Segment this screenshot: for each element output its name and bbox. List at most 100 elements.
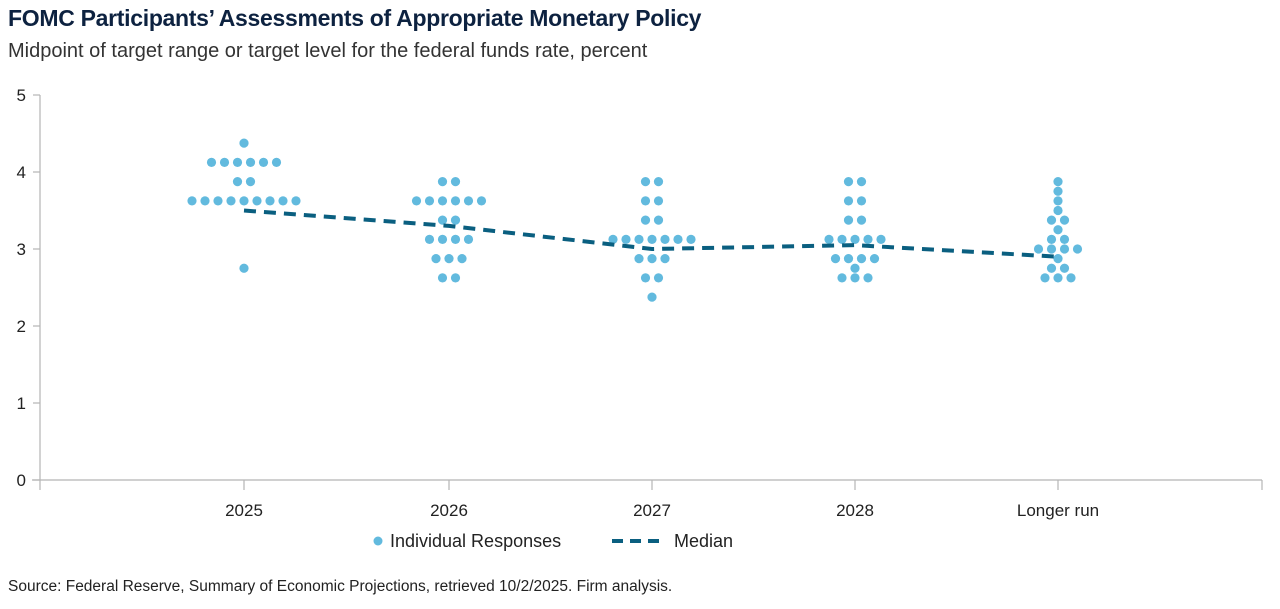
individual-response-dot — [1046, 263, 1057, 273]
individual-response-dot — [686, 234, 696, 244]
individual-response-dot — [660, 254, 670, 264]
y-tick-label: 3 — [17, 240, 26, 259]
individual-response-dot — [437, 215, 448, 225]
individual-response-dot — [1059, 263, 1070, 273]
individual-response-dot — [476, 196, 487, 206]
individual-response-dot — [206, 157, 217, 167]
individual-response-dot — [830, 254, 841, 264]
individual-response-dot — [258, 157, 269, 167]
individual-response-dot — [245, 157, 256, 167]
legend-label-median: Median — [674, 531, 733, 551]
y-tick-label: 0 — [17, 471, 26, 490]
individual-response-dot — [640, 273, 651, 283]
individual-response-dot — [232, 157, 243, 167]
y-tick-label: 4 — [17, 163, 26, 182]
individual-response-dot — [653, 177, 664, 187]
individual-response-dot — [450, 273, 461, 283]
individual-response-dot — [239, 196, 249, 206]
individual-response-dot — [437, 273, 448, 283]
individual-response-dot — [850, 234, 860, 244]
individual-response-dot — [291, 196, 301, 206]
individual-response-dot — [640, 215, 651, 225]
y-tick-label: 5 — [17, 86, 26, 105]
individual-response-dot — [856, 254, 867, 264]
individual-response-dot — [437, 234, 448, 244]
individual-response-dot — [640, 177, 651, 187]
individual-response-dot — [278, 196, 288, 206]
x-tick-label: Longer run — [1017, 501, 1099, 520]
axes: 0 1 2 3 4 5 2025 2026 2027 2028 Longer run — [17, 86, 1263, 520]
individual-response-dot — [1046, 234, 1057, 244]
individual-response-dot — [843, 196, 854, 206]
individual-response-dot — [608, 234, 618, 244]
individual-response-dot — [219, 157, 230, 167]
individual-response-dot — [187, 196, 197, 206]
individual-response-dot — [634, 254, 644, 264]
individual-response-dot — [1053, 254, 1063, 264]
individual-response-dot — [444, 254, 454, 264]
y-tick-label: 1 — [17, 394, 26, 413]
individual-response-dot — [424, 234, 435, 244]
individual-response-dot — [252, 196, 262, 206]
individual-response-dot — [863, 273, 873, 283]
individual-response-dot — [1053, 196, 1063, 206]
individual-response-dot — [239, 138, 249, 148]
individual-response-dot — [232, 177, 243, 187]
individual-response-dot — [850, 263, 860, 273]
individual-response-dot — [1046, 244, 1057, 254]
individual-response-dot — [843, 177, 854, 187]
individual-response-dot — [431, 254, 441, 264]
individual-response-dot — [437, 177, 448, 187]
x-tick-label: 2027 — [633, 501, 671, 520]
individual-response-dot — [653, 215, 664, 225]
individual-response-dot — [450, 196, 461, 206]
individual-response-dot — [647, 254, 657, 264]
individual-response-dot — [1033, 244, 1044, 254]
individual-response-dot — [1053, 205, 1063, 216]
individual-response-dot — [1053, 225, 1063, 235]
legend-dot-marker — [373, 536, 383, 546]
individual-response-dot — [850, 273, 860, 283]
individual-response-dot — [843, 215, 854, 225]
individual-response-dot — [411, 196, 422, 206]
individual-response-dot — [856, 196, 867, 206]
individual-response-dot — [245, 177, 256, 187]
individual-response-dot — [863, 234, 873, 244]
individual-response-dot — [271, 157, 282, 167]
individual-response-dot — [226, 196, 236, 206]
individual-response-dot — [1059, 215, 1070, 225]
individual-response-dot — [213, 196, 223, 206]
individual-response-dot — [1053, 186, 1063, 196]
individual-response-dot — [660, 234, 670, 244]
x-tick-label: 2028 — [836, 501, 874, 520]
individual-response-dot — [1066, 273, 1076, 283]
individual-responses-dots — [187, 138, 1083, 302]
individual-response-dot — [1059, 244, 1070, 254]
individual-response-dot — [843, 254, 854, 264]
individual-response-dot — [239, 263, 249, 273]
individual-response-dot — [640, 196, 651, 206]
individual-response-dot — [653, 196, 664, 206]
individual-response-dot — [450, 177, 461, 187]
individual-response-dot — [856, 177, 867, 187]
individual-response-dot — [837, 234, 847, 244]
x-tick-label: 2026 — [430, 501, 468, 520]
individual-response-dot — [1059, 234, 1070, 244]
y-tick-label: 2 — [17, 317, 26, 336]
individual-response-dot — [1053, 177, 1063, 187]
individual-response-dot — [647, 292, 657, 302]
individual-response-dot — [837, 273, 847, 283]
individual-response-dot — [200, 196, 210, 206]
individual-response-dot — [424, 196, 435, 206]
individual-response-dot — [450, 215, 461, 225]
chart-subtitle: Midpoint of target range or target level… — [8, 40, 648, 62]
individual-response-dot — [1040, 273, 1050, 283]
individual-response-dot — [856, 215, 867, 225]
individual-response-dot — [876, 234, 886, 244]
individual-response-dot — [437, 196, 448, 206]
individual-response-dot — [869, 254, 880, 264]
individual-response-dot — [1053, 273, 1063, 283]
individual-response-dot — [450, 234, 461, 244]
x-tick-label: 2025 — [225, 501, 263, 520]
